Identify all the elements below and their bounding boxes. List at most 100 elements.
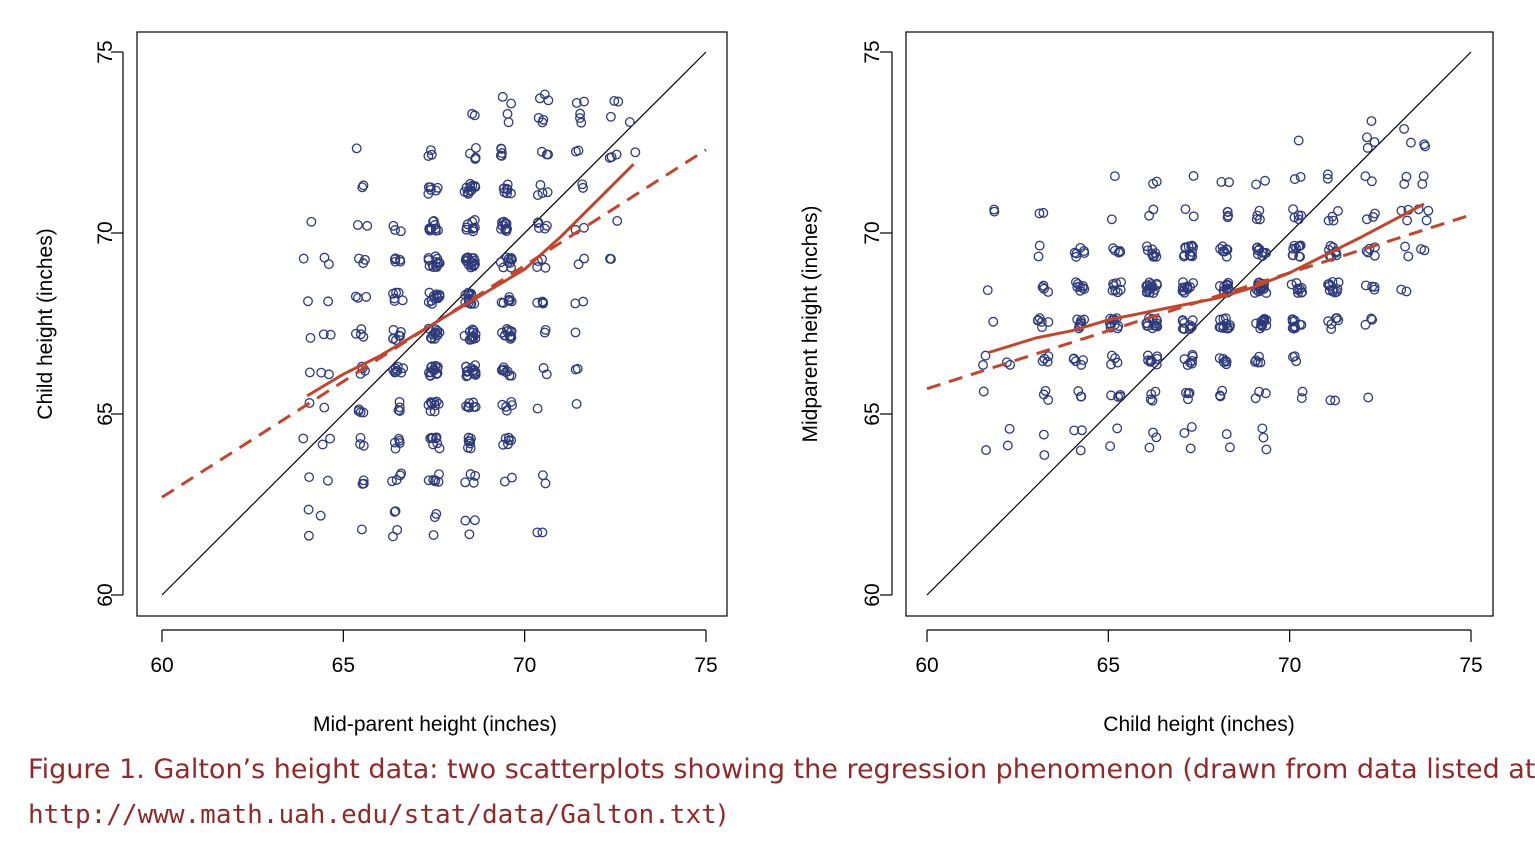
data-point — [1146, 389, 1157, 400]
data-point — [304, 367, 315, 378]
data-point — [1034, 208, 1045, 219]
data-point — [1002, 440, 1013, 451]
data-point — [1188, 211, 1199, 222]
data-point — [506, 296, 517, 307]
data-point — [395, 326, 406, 337]
data-point — [1401, 286, 1412, 297]
data-point — [1037, 282, 1048, 293]
data-point — [1256, 316, 1267, 327]
figure-caption-line2: http://www.math.uah.edu/stat/data/Galton… — [28, 800, 727, 830]
data-point — [1289, 174, 1300, 185]
data-point — [358, 475, 369, 486]
data-point — [630, 147, 641, 158]
data-point — [1115, 284, 1126, 295]
data-point — [537, 470, 548, 481]
data-point — [387, 476, 397, 487]
data-point — [392, 524, 403, 535]
data-point — [1069, 425, 1080, 436]
data-point — [1075, 391, 1086, 402]
data-point — [1038, 429, 1049, 440]
data-point — [578, 296, 589, 307]
data-point — [575, 108, 586, 119]
data-point — [398, 363, 409, 374]
data-point — [1293, 135, 1304, 146]
data-source-url[interactable]: http://www.math.uah.edu/stat/data/Galton… — [28, 800, 717, 830]
data-point — [1043, 351, 1054, 362]
data-point — [394, 402, 405, 413]
data-point — [1402, 215, 1413, 226]
data-point — [1295, 251, 1305, 262]
data-point — [1251, 214, 1262, 225]
data-point — [570, 298, 581, 309]
data-point — [980, 350, 991, 361]
data-point — [1366, 116, 1377, 126]
data-point — [351, 143, 362, 154]
data-point — [1037, 356, 1048, 367]
data-point — [467, 108, 478, 119]
data-point — [322, 475, 333, 486]
data-point — [506, 472, 517, 483]
data-point — [395, 226, 406, 237]
data-point — [1214, 353, 1225, 364]
data-point — [532, 403, 543, 414]
plot-frame — [905, 31, 1494, 617]
data-point — [389, 506, 400, 517]
data-point — [1291, 356, 1302, 367]
data-point — [506, 262, 517, 273]
data-point — [303, 530, 314, 541]
data-point — [1223, 210, 1234, 221]
y-tick-label: 60 — [861, 583, 884, 606]
data-point — [1257, 321, 1268, 332]
data-point — [1261, 444, 1272, 455]
data-point — [496, 144, 507, 154]
data-point — [431, 433, 441, 444]
data-point — [432, 182, 443, 193]
y-tick-label: 75 — [861, 40, 884, 63]
data-point — [1258, 432, 1269, 443]
right-scatterplot: 60 65 70 75 60 65 70 75 Child height (inches) Mid… — [799, 31, 1494, 736]
data-point — [1001, 357, 1012, 368]
data-point — [426, 149, 437, 160]
data-point — [460, 477, 471, 488]
data-point — [315, 510, 326, 521]
data-point — [1185, 443, 1196, 454]
y-tick-label: 75 — [94, 40, 117, 63]
data-point — [390, 256, 401, 267]
data-point — [1151, 176, 1162, 187]
data-point — [355, 432, 366, 443]
data-point — [1043, 395, 1054, 405]
data-point — [1116, 277, 1126, 288]
data-point — [1218, 314, 1229, 324]
data-point — [1363, 392, 1374, 403]
x-tick-label: 75 — [694, 654, 717, 677]
data-point — [1361, 214, 1372, 225]
data-point — [501, 252, 512, 263]
data-point — [466, 433, 476, 444]
data-point — [1075, 445, 1086, 456]
x-axis-title: Mid-parent height (inches) — [313, 713, 557, 736]
y-tick-label: 70 — [861, 221, 884, 244]
data-point — [1405, 137, 1416, 148]
data-point — [1187, 315, 1198, 326]
data-point — [1072, 282, 1083, 293]
data-point — [461, 182, 472, 193]
data-point — [1360, 319, 1371, 330]
data-point — [470, 152, 481, 163]
data-point — [425, 145, 436, 156]
data-point — [392, 365, 403, 376]
data-point — [573, 259, 584, 270]
figure-caption-line1: Figure 1. Galton’s height data: two scat… — [28, 754, 1535, 785]
data-point — [460, 515, 471, 526]
data-point — [1333, 315, 1344, 326]
data-point — [542, 187, 553, 198]
data-point — [605, 111, 616, 122]
data-point — [389, 296, 400, 307]
data-point — [388, 333, 399, 344]
data-point — [1115, 246, 1125, 256]
data-point — [1076, 425, 1087, 436]
data-point — [571, 97, 582, 108]
data-point — [1260, 388, 1271, 399]
data-point — [428, 530, 439, 540]
data-point — [356, 524, 367, 535]
